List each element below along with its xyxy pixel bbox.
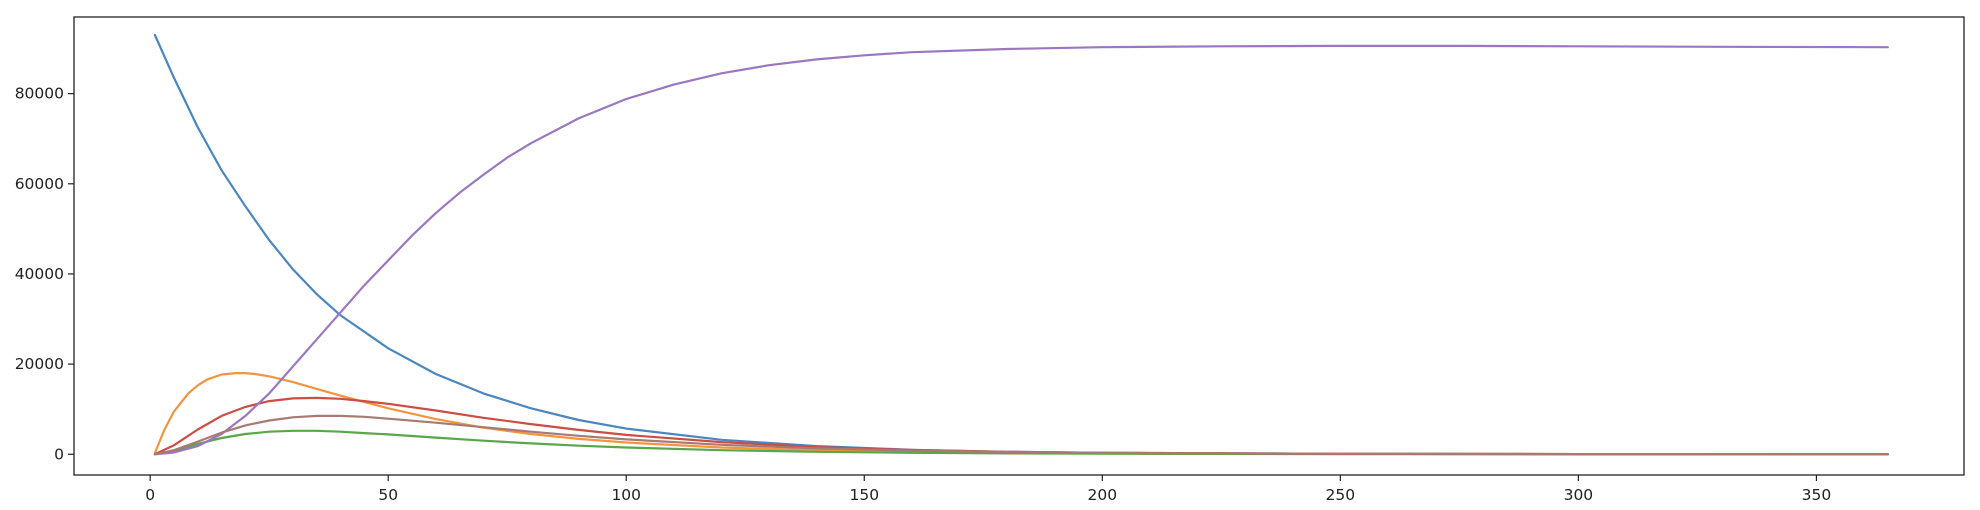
- y-tick-label: 60000: [15, 175, 64, 193]
- x-tick-label: 150: [849, 486, 879, 504]
- x-tick-label: 50: [378, 486, 398, 504]
- series-line-1: [153, 33, 1889, 456]
- series-line-6: [153, 414, 1889, 456]
- x-axis-ticks: 0 50 100 150 200 250 300 350: [145, 475, 1831, 504]
- series-line-5: [153, 44, 1889, 456]
- x-tick-label: 100: [611, 486, 641, 504]
- x-tick-label: 300: [1564, 486, 1594, 504]
- y-tick-label: 0: [54, 445, 64, 463]
- y-axis-ticks: 0 20000 40000 60000 80000: [15, 85, 74, 463]
- y-tick-label: 20000: [15, 355, 64, 373]
- series-line-2: [153, 372, 1889, 456]
- series-line-3: [153, 429, 1889, 456]
- series-line-4: [153, 396, 1889, 456]
- x-tick-label: 350: [1802, 486, 1832, 504]
- y-tick-label: 40000: [15, 265, 64, 283]
- series-lines: [153, 33, 1889, 456]
- plot-frame: [73, 16, 1965, 476]
- x-tick-label: 0: [145, 486, 155, 504]
- x-tick-label: 200: [1088, 486, 1118, 504]
- x-tick-label: 250: [1326, 486, 1356, 504]
- y-tick-label: 80000: [15, 85, 64, 103]
